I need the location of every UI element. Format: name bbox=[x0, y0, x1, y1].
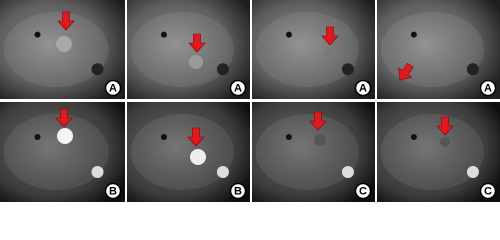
image-panel: B bbox=[0, 102, 125, 202]
arrow bbox=[57, 11, 75, 31]
image-panel: A bbox=[0, 0, 125, 99]
organ bbox=[130, 114, 235, 190]
label-badge bbox=[479, 182, 497, 200]
panel-label: A bbox=[484, 83, 492, 95]
panel-background bbox=[377, 102, 500, 202]
vessel bbox=[410, 31, 417, 38]
organ bbox=[380, 114, 485, 190]
panel-label: B bbox=[234, 186, 242, 198]
figure: A A A A B B C C bbox=[0, 0, 500, 202]
vessel bbox=[341, 63, 354, 76]
arrow bbox=[55, 108, 73, 128]
vessel bbox=[285, 134, 292, 140]
lesion bbox=[57, 128, 73, 144]
panel-label: A bbox=[359, 83, 367, 95]
arrow bbox=[321, 26, 339, 46]
vessel bbox=[160, 134, 167, 140]
image-panel: B bbox=[127, 102, 250, 202]
lesion bbox=[189, 55, 203, 69]
panel-label: C bbox=[359, 186, 367, 198]
vessel bbox=[34, 134, 41, 140]
arrow bbox=[187, 127, 205, 147]
image-panel: C bbox=[252, 102, 375, 202]
vessel bbox=[91, 166, 104, 178]
label-badge bbox=[104, 182, 122, 200]
vessel bbox=[216, 63, 229, 76]
label-badge bbox=[354, 79, 372, 97]
panel-label: C bbox=[484, 186, 492, 198]
vessel bbox=[466, 63, 479, 76]
label-badge bbox=[229, 182, 247, 200]
panel-background bbox=[252, 102, 375, 202]
organ bbox=[130, 11, 235, 88]
lesion bbox=[440, 137, 450, 147]
image-panel: A bbox=[377, 0, 500, 99]
lesion bbox=[324, 49, 336, 61]
panel-background bbox=[127, 0, 250, 99]
lesion bbox=[56, 36, 72, 52]
arrow bbox=[436, 116, 454, 136]
image-panel: A bbox=[127, 0, 250, 99]
arrow bbox=[398, 62, 414, 81]
organ bbox=[255, 114, 360, 190]
label-badge bbox=[229, 79, 247, 97]
vessel bbox=[160, 31, 167, 38]
vessel bbox=[216, 166, 229, 178]
vessel bbox=[466, 166, 479, 178]
image-panel: A bbox=[252, 0, 375, 99]
lesion bbox=[314, 134, 326, 146]
image-panel: C bbox=[377, 102, 500, 202]
lesion bbox=[190, 149, 206, 165]
arrow bbox=[188, 33, 206, 53]
organ bbox=[380, 11, 485, 88]
organ bbox=[255, 11, 360, 88]
arrow bbox=[309, 111, 327, 131]
panel-background bbox=[252, 0, 375, 99]
panel-label: B bbox=[109, 186, 117, 198]
vessel bbox=[285, 31, 292, 38]
label-badge bbox=[104, 79, 122, 97]
panel-background bbox=[127, 102, 250, 202]
vessel bbox=[91, 63, 104, 76]
label-badge bbox=[479, 79, 497, 97]
vessel bbox=[341, 166, 354, 178]
vessel bbox=[410, 134, 417, 140]
label-badge bbox=[354, 182, 372, 200]
organ bbox=[3, 11, 109, 88]
panel-label: A bbox=[234, 83, 242, 95]
vessel bbox=[34, 31, 41, 38]
panel-background bbox=[377, 0, 500, 99]
panel-label: A bbox=[109, 83, 117, 95]
organ bbox=[3, 114, 109, 190]
